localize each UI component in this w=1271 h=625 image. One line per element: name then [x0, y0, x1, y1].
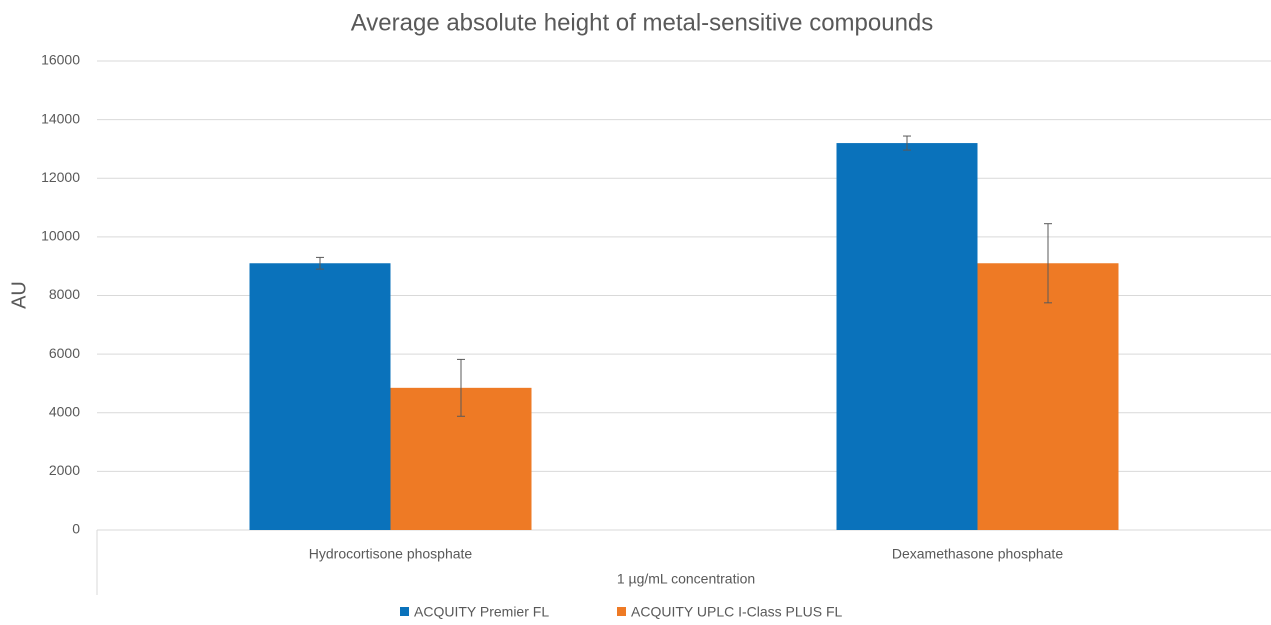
- y-tick-label: 12000: [41, 169, 80, 185]
- bar: [836, 143, 978, 530]
- y-tick-label: 2000: [49, 462, 80, 478]
- error-bar: [457, 358, 465, 417]
- error-bar: [316, 256, 324, 270]
- chart-title: Average absolute height of metal-sensiti…: [351, 9, 934, 36]
- x-tick-label: Hydrocortisone phosphate: [309, 546, 473, 562]
- y-tick-label: 0: [72, 521, 80, 537]
- legend-swatch: [400, 607, 409, 616]
- legend-swatch: [617, 607, 626, 616]
- bar: [977, 263, 1119, 530]
- y-tick-label: 8000: [49, 286, 80, 302]
- x-tick-label: Dexamethasone phosphate: [892, 546, 1063, 562]
- legend-label: ACQUITY Premier FL: [414, 604, 549, 620]
- error-bar: [903, 135, 911, 151]
- y-axis-title: AU: [8, 281, 30, 309]
- y-tick-label: 4000: [49, 403, 80, 419]
- x-axis-title: 1 µg/mL concentration: [617, 571, 755, 587]
- bar: [249, 263, 391, 530]
- y-tick-label: 10000: [41, 228, 80, 244]
- error-bar: [1044, 223, 1052, 304]
- y-tick-label: 6000: [49, 345, 80, 361]
- legend-label: ACQUITY UPLC I-Class PLUS FL: [631, 604, 843, 620]
- y-tick-label: 14000: [41, 110, 80, 126]
- y-tick-label: 16000: [41, 52, 80, 68]
